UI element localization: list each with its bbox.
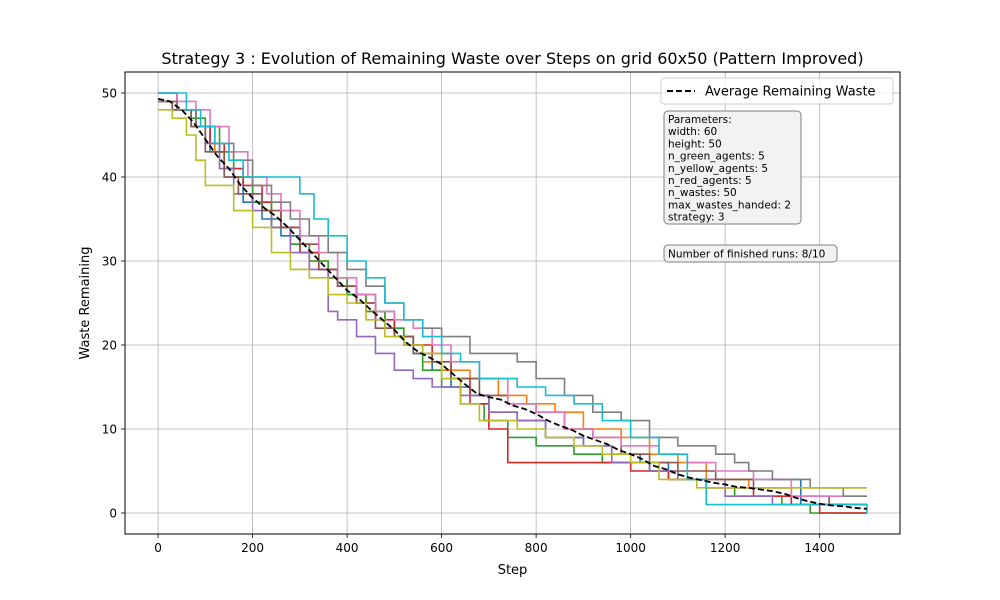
parameters-box xyxy=(663,110,802,225)
x-tick-label: 400 xyxy=(336,541,359,555)
parameter-line: height: 50 xyxy=(668,138,722,150)
y-tick-label: 10 xyxy=(102,423,117,437)
x-tick-label: 0 xyxy=(154,541,162,555)
finished-runs-box xyxy=(663,244,838,263)
x-axis-ticks: 0 200 400 600 800 1000 1200 1400 xyxy=(154,534,835,555)
x-axis-label: Step xyxy=(498,563,528,578)
legend-label: Average Remaining Waste xyxy=(705,85,876,100)
parameter-line: Parameters: xyxy=(668,114,732,126)
finished-runs-annotation: Number of finished runs: 8/10 xyxy=(663,244,838,263)
run-series-line-10 xyxy=(158,92,868,513)
finished-runs-text: Number of finished runs: 8/10 xyxy=(668,249,825,261)
parameter-line: n_wastes: 50 xyxy=(668,187,737,199)
parameter-line: n_yellow_agents: 5 xyxy=(668,163,768,175)
parameter-line: width: 60 xyxy=(668,126,717,138)
parameter-line: n_red_agents: 5 xyxy=(668,175,752,187)
run-series-line-5 xyxy=(158,92,867,506)
legend: Average Remaining Waste xyxy=(660,77,894,105)
legend-box xyxy=(660,77,894,105)
x-tick-label: 1200 xyxy=(710,541,741,555)
x-tick-label: 200 xyxy=(241,541,264,555)
y-tick-label: 50 xyxy=(102,87,117,101)
chart-title: Strategy 3 : Evolution of Remaining Wast… xyxy=(161,49,863,68)
plot-series xyxy=(157,92,868,514)
x-tick-label: 600 xyxy=(430,541,453,555)
parameter-line: n_green_agents: 5 xyxy=(668,151,765,163)
parameters-annotation: Parameters: width: 60 height: 50 n_green_ag… xyxy=(663,110,802,225)
x-tick-label: 1400 xyxy=(804,541,835,555)
parameter-line: strategy: 3 xyxy=(668,212,725,224)
plot-area-frame xyxy=(124,71,901,535)
y-tick-label: 40 xyxy=(102,171,117,185)
y-tick-label: 0 xyxy=(109,507,117,521)
parameters-text: Parameters: width: 60 height: 50 n_green_ag… xyxy=(668,114,791,224)
parameter-line: max_wastes_handed: 2 xyxy=(668,199,791,211)
y-axis-ticks: 0 10 20 30 40 50 xyxy=(102,87,125,521)
y-tick-label: 20 xyxy=(102,339,117,353)
y-axis-label: Waste Remaining xyxy=(78,246,93,359)
run-series-line-9 xyxy=(158,109,867,489)
x-tick-label: 800 xyxy=(525,541,548,555)
x-tick-label: 1000 xyxy=(615,541,646,555)
y-tick-label: 30 xyxy=(102,255,117,269)
